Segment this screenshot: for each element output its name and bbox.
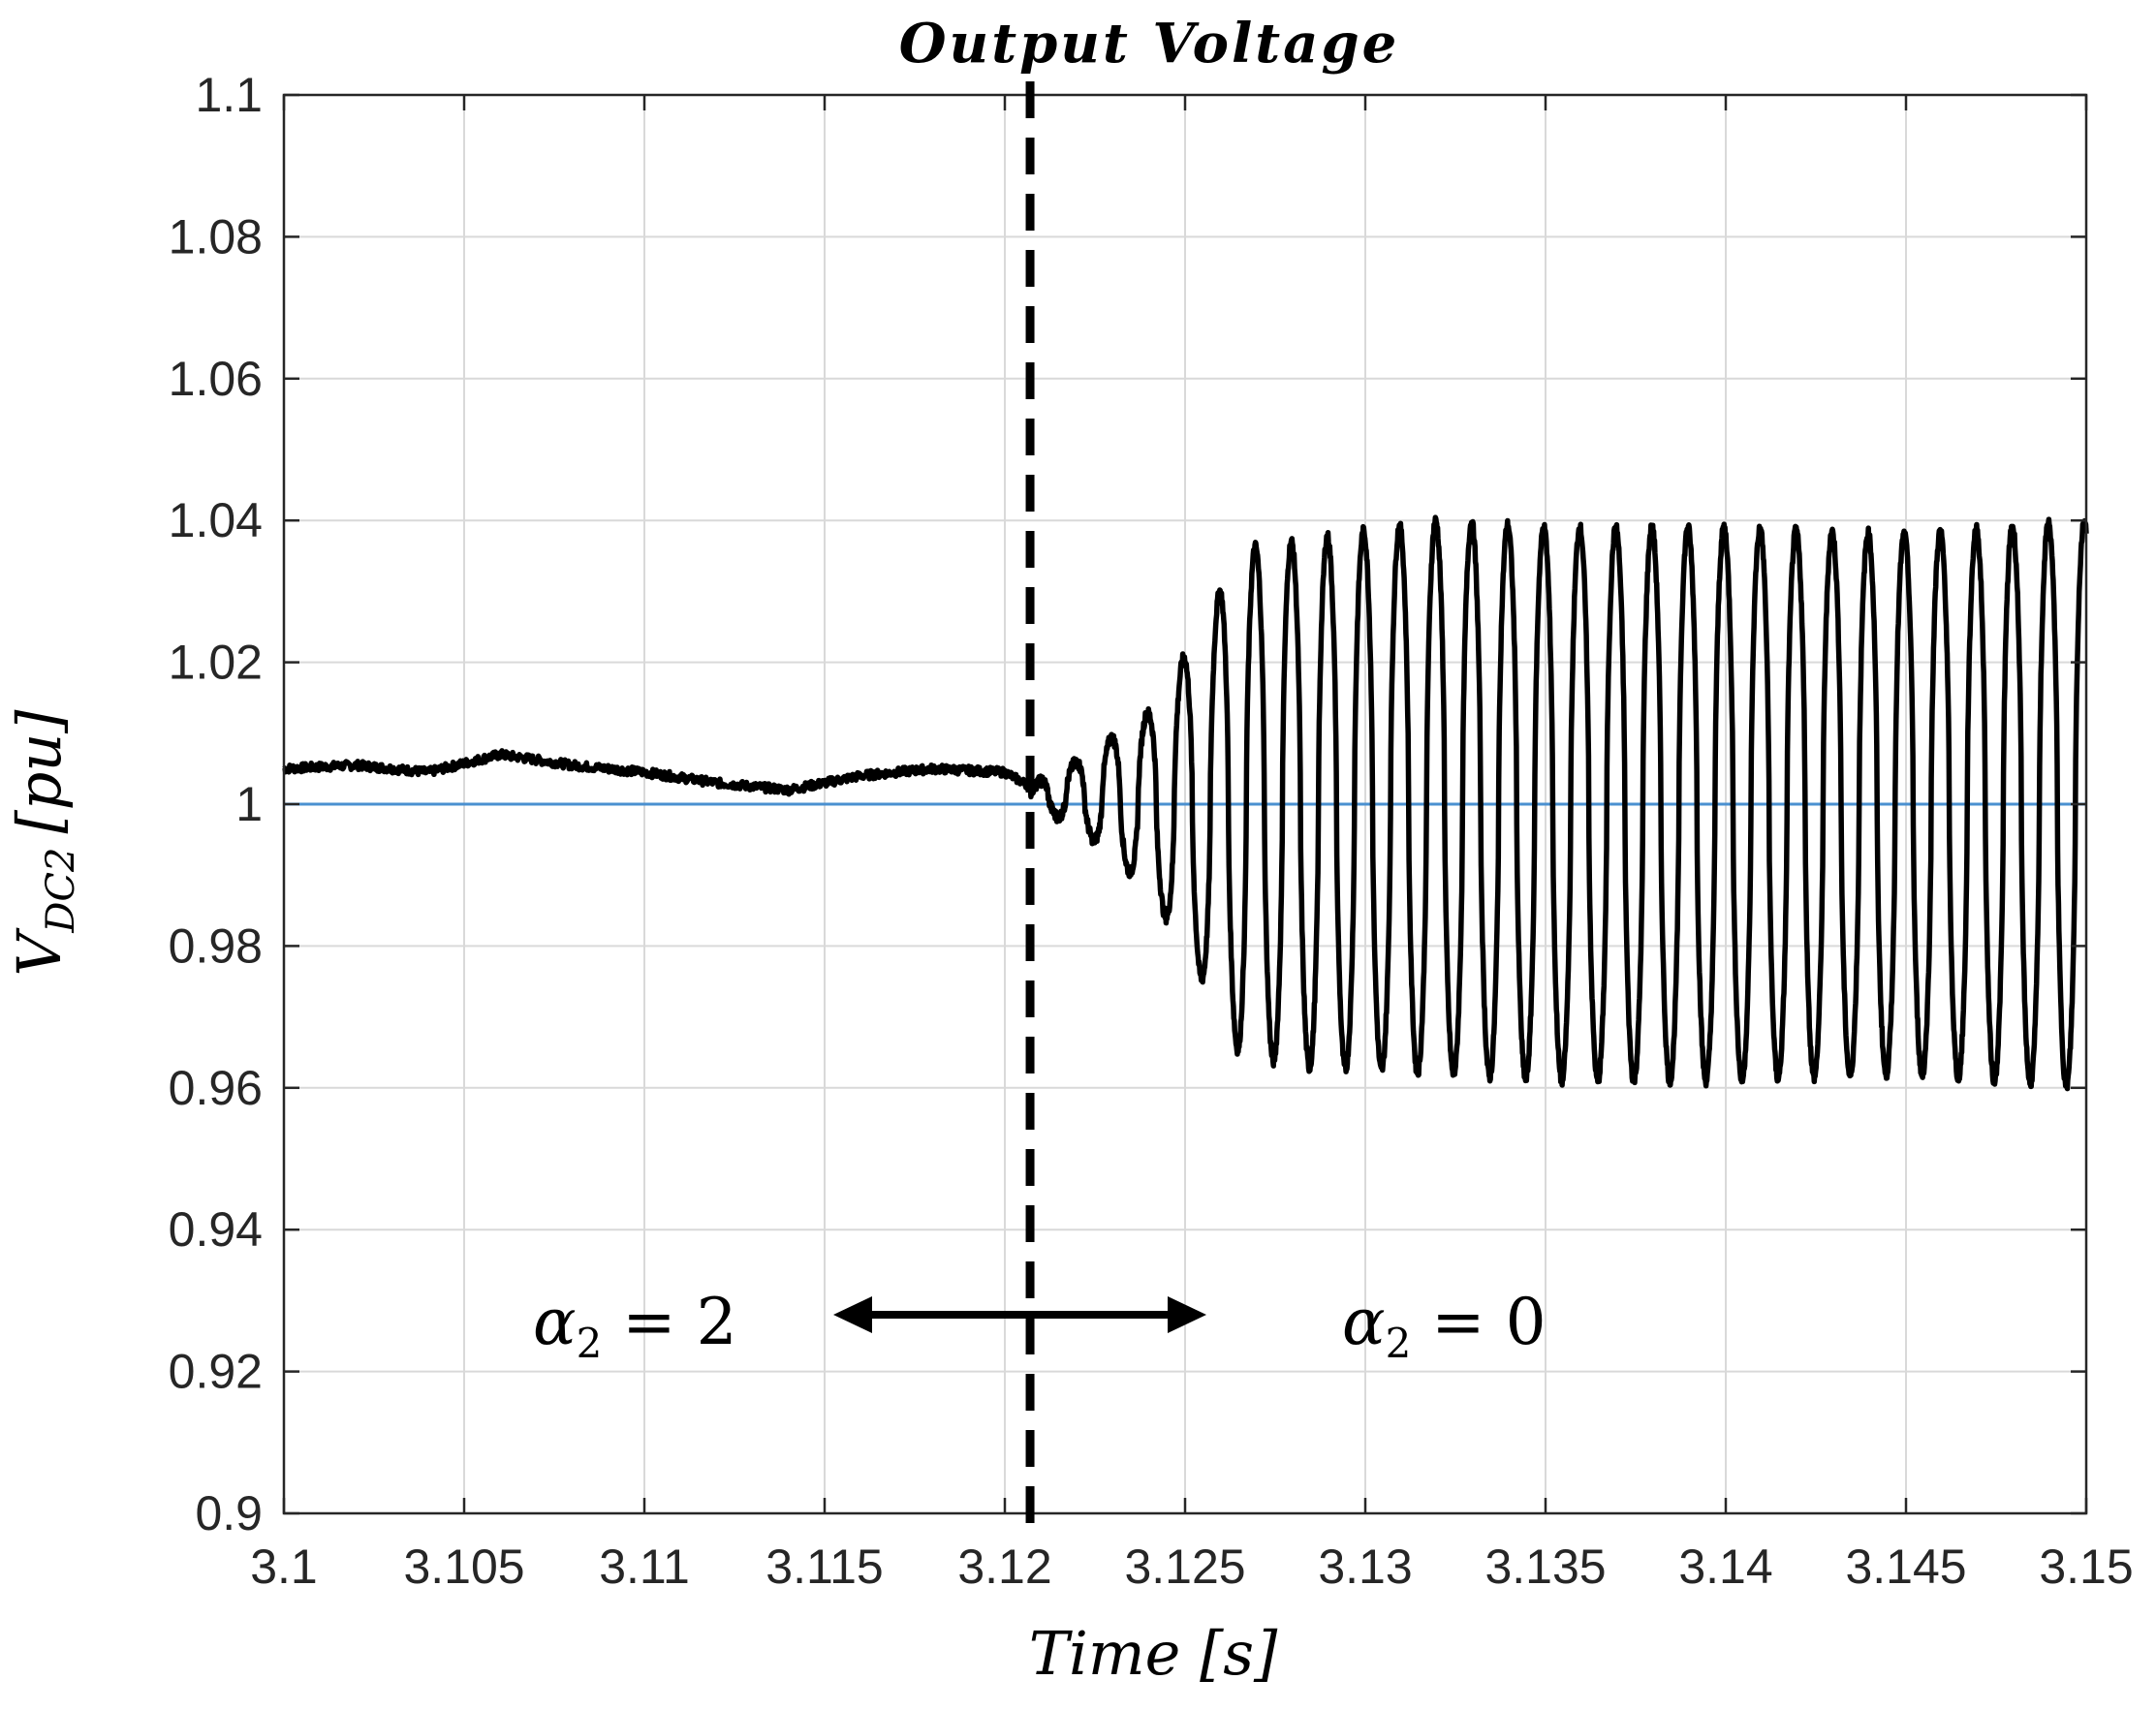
y-tick-label: 0.94 xyxy=(169,1202,263,1257)
x-tick-label: 3.14 xyxy=(1678,1540,1772,1594)
x-tick-labels: 3.1 3.105 3.11 3.115 3.12 3.125 3.13 3.135 3.14 3… xyxy=(250,1540,2133,1594)
double-arrow-right-head xyxy=(1168,1296,1206,1333)
x-tick-label: 3.12 xyxy=(957,1540,1051,1594)
x-axis-label: Time [s] xyxy=(1029,1618,1278,1689)
double-arrow-left-head xyxy=(833,1296,872,1333)
chart-title: Output Voltage xyxy=(899,12,1399,76)
y-axis-label: VDC2 [pu] xyxy=(4,709,83,977)
annotation-alpha-right: α2 = 0 xyxy=(1342,1285,1547,1367)
y-tick-label: 1.1 xyxy=(195,68,263,122)
y-tick-labels: 0.9 0.92 0.94 0.96 0.98 1 1.02 1.04 1.06 1.08 1.1 xyxy=(169,68,263,1540)
y-axis-label-subscript: DC2 xyxy=(39,848,83,934)
y-axis-label-symbol: V xyxy=(4,926,75,976)
y-tick-label: 0.9 xyxy=(195,1486,263,1540)
x-tick-label: 3.125 xyxy=(1124,1540,1245,1594)
x-tick-label: 3.105 xyxy=(403,1540,524,1594)
y-tick-label: 0.98 xyxy=(169,918,263,973)
x-tick-label: 3.135 xyxy=(1484,1540,1606,1594)
x-tick-label: 3.115 xyxy=(766,1540,883,1594)
y-tick-label: 0.92 xyxy=(169,1345,263,1399)
y-axis-label-unit: [pu] xyxy=(4,709,75,834)
x-axis-label-main: Time xyxy=(1029,1618,1181,1689)
axes-layer xyxy=(282,93,2088,1515)
y-tick-label: 1.08 xyxy=(169,209,263,264)
annotation-layer: α2 = 2 α2 = 0 xyxy=(533,1285,1547,1367)
y-tick-label: 1.06 xyxy=(169,352,263,406)
x-tick-label: 3.11 xyxy=(599,1540,690,1594)
x-axis-label-unit: [s] xyxy=(1200,1618,1278,1689)
x-tick-label: 3.15 xyxy=(2039,1540,2133,1594)
measured-voltage-line xyxy=(282,514,2089,1092)
measured-series-layer xyxy=(282,514,2089,1092)
annotation-alpha-left: α2 = 2 xyxy=(533,1285,737,1367)
x-tick-label: 3.13 xyxy=(1318,1540,1412,1594)
x-tick-label: 3.1 xyxy=(250,1540,318,1594)
y-tick-label: 1 xyxy=(235,777,263,831)
x-tick-label: 3.145 xyxy=(1845,1540,1966,1594)
y-tick-label: 1.02 xyxy=(169,636,263,690)
y-tick-label: 0.96 xyxy=(169,1061,263,1115)
y-tick-label: 1.04 xyxy=(169,493,263,547)
